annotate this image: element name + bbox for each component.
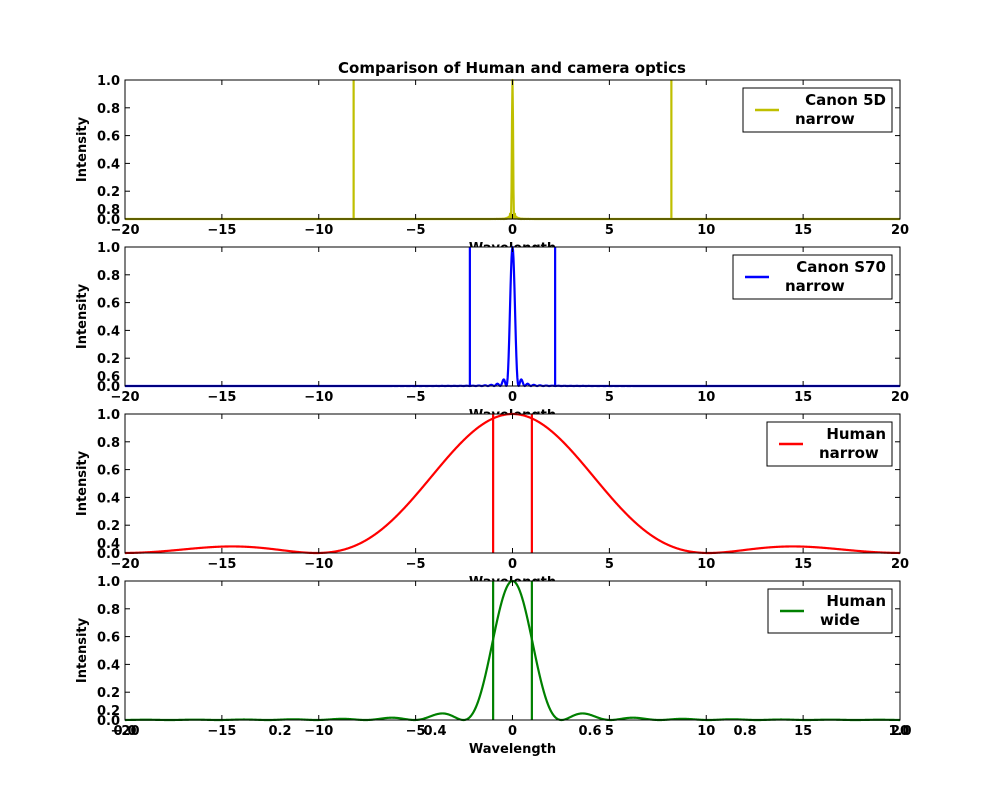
x-tick-label: 5: [605, 557, 614, 572]
x-tick-label: −15: [207, 390, 236, 405]
y-tick-label: 0.0: [97, 547, 120, 562]
y-tick-label: 0.2: [97, 519, 120, 534]
y-tick-label: 0.0: [97, 213, 120, 228]
x-tick-label: 15: [794, 390, 812, 405]
y-tick-label: 0.8: [97, 603, 120, 618]
x-tick-label: −20: [111, 390, 140, 405]
overlap-x-tick-label: 1.0: [888, 724, 911, 739]
y-tick-label: 0.6: [97, 130, 120, 145]
x-tick-label: 10: [697, 390, 715, 405]
x-tick-label: 0: [508, 390, 517, 405]
y-tick-label: 0.8: [97, 269, 120, 284]
x-tick-label: −20: [111, 557, 140, 572]
subplot-4: −20 −15 −10 −5 0 5 10 15 200.00.20.40.60.81.00.2…: [75, 575, 912, 757]
legend-label-line1: Canon 5D: [805, 91, 886, 109]
y-tick-label: 0.4: [97, 658, 120, 673]
x-tick-label: 20: [891, 557, 909, 572]
x-tick-label: 5: [605, 724, 614, 739]
x-tick-label: −15: [207, 557, 236, 572]
x-tick-label: −10: [304, 390, 333, 405]
y-tick-label: 0.4: [97, 324, 120, 339]
y-tick-label: 1.0: [97, 74, 120, 89]
x-tick-label: 20: [891, 724, 909, 739]
legend-label-line1: Canon S70: [796, 258, 886, 276]
x-tick-label: 20: [891, 223, 909, 238]
y-tick-label: 0.6: [97, 464, 120, 479]
chart-title: Comparison of Human and camera optics: [338, 59, 686, 77]
legend-label-line2: narrow: [795, 110, 855, 128]
y-tick-label: 0.2: [97, 686, 120, 701]
x-tick-label: 15: [794, 223, 812, 238]
y-tick-label: 0.8: [97, 436, 120, 451]
x-tick-label: −20: [111, 223, 140, 238]
legend-label-line1: Human: [826, 425, 886, 443]
x-tick-label: 0: [508, 223, 517, 238]
x-tick-label: 0: [508, 724, 517, 739]
x-tick-label: 5: [605, 390, 614, 405]
x-tick-label: −10: [304, 557, 333, 572]
y-tick-label: 0.0: [97, 714, 120, 729]
subplot-3: −20 −15 −10 −5 0 5 10 15 20 0.0 0.2 0.4 0.6 0.8 1.0 0.4…: [75, 408, 909, 590]
x-tick-label: −5: [406, 724, 426, 739]
y-tick-label: 1.0: [97, 241, 120, 256]
subplot-2: −20 −15 −10 −5 0 5 10 15 20 0.0 0.2 0.4 0.6 0.8 1.0 0.6…: [75, 241, 909, 423]
overlap-y-tick-label: 0.4: [97, 537, 120, 552]
x-tick-label: 10: [697, 223, 715, 238]
legend-label-line1: Human: [826, 592, 886, 610]
overlap-x-tick-label: 0.2: [268, 724, 291, 739]
legend-label-line2: narrow: [785, 277, 845, 295]
overlap-y-tick-label: 0.8: [97, 203, 120, 218]
overlap-x-tick-label: 0.4: [423, 724, 446, 739]
x-tick-label: 15: [794, 724, 812, 739]
legend-label-line2: wide: [820, 611, 860, 629]
overlap-x-tick-label: 0.8: [733, 724, 756, 739]
x-tick-label: −15: [207, 724, 236, 739]
y-tick-label: 1.0: [97, 408, 120, 423]
x-tick-label: −5: [406, 390, 426, 405]
legend-box: [766, 421, 893, 467]
x-axis-label: Wavelength: [469, 742, 556, 757]
y-tick-label: 0.6: [97, 631, 120, 646]
x-tick-label: −10: [304, 223, 333, 238]
x-tick-label: −10: [304, 724, 333, 739]
y-axis-label: Intensity: [75, 450, 90, 516]
x-tick-label: −5: [406, 223, 426, 238]
overlap-y-tick-label: 0.2: [97, 704, 120, 719]
x-tick-label: 5: [605, 223, 614, 238]
x-tick-label: −20: [111, 724, 140, 739]
overlap-x-tick-label: 0.6: [578, 724, 601, 739]
y-tick-label: 0.2: [97, 352, 120, 367]
x-tick-label: 10: [697, 724, 715, 739]
overlap-y-tick-label: 0.6: [97, 370, 120, 385]
x-tick-label: 20: [891, 390, 909, 405]
x-tick-label: −5: [406, 557, 426, 572]
legend-label-line2: narrow: [819, 444, 879, 462]
y-axis-label: Intensity: [75, 617, 90, 683]
x-tick-label: 10: [697, 557, 715, 572]
y-tick-label: 1.0: [97, 575, 120, 590]
y-tick-label: 0.4: [97, 157, 120, 172]
x-tick-label: 15: [794, 557, 812, 572]
y-tick-label: 0.0: [97, 380, 120, 395]
y-axis-label: Intensity: [75, 283, 90, 349]
y-tick-label: 0.6: [97, 297, 120, 312]
x-tick-label: −15: [207, 223, 236, 238]
x-tick-label: 0: [508, 557, 517, 572]
y-tick-label: 0.2: [97, 185, 120, 200]
y-axis-label: Intensity: [75, 116, 90, 182]
y-tick-label: 0.8: [97, 102, 120, 117]
overlap-x-tick-label: 0.0: [113, 724, 136, 739]
subplot-1: −20 −15 −10 −5 0 5 10 15 20 0.0 0.2 0.4 0.6 0.8 1.0 0.8…: [75, 74, 909, 256]
y-tick-label: 0.4: [97, 491, 120, 506]
